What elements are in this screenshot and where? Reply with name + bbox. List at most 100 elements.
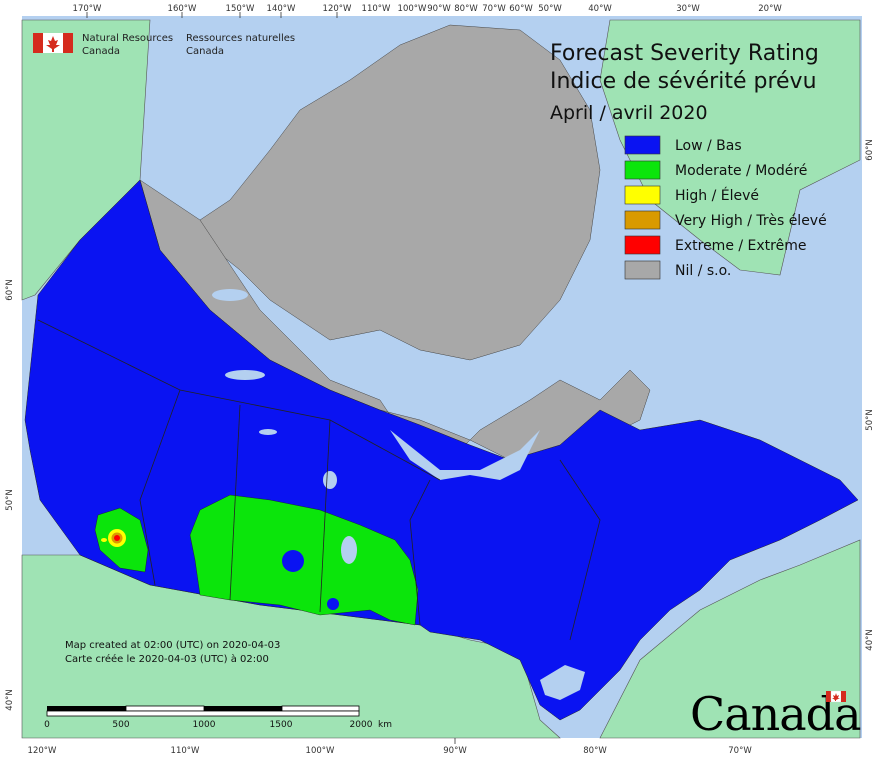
boundary-sk-mb [319, 419, 331, 613]
canada-wordmark: Canada [690, 687, 862, 741]
legend-label: Nil / s.o. [675, 263, 731, 279]
usa-northeast-land [599, 539, 861, 739]
legend-swatch [624, 210, 661, 230]
legend-swatch [624, 160, 661, 180]
mini-flag-left [826, 691, 831, 702]
period-label: April / avril 2020 [550, 102, 708, 124]
great-bear-lake [212, 289, 248, 301]
legend-label: Moderate / Modéré [675, 163, 807, 179]
lon-label-top: 20°W [758, 4, 782, 14]
longitude-labels-bottom: 120°W 110°W 100°W 90°W 80°W 70°W [28, 746, 753, 756]
latitude-labels-left: 60°N 50°N 40°N [5, 279, 15, 710]
lon-label-top: 70°W [482, 4, 506, 14]
legend-swatch [624, 260, 661, 280]
agency-name-en: Natural Resources [82, 33, 173, 44]
low-pocket-1 [282, 550, 304, 572]
legend-label: Low / Bas [675, 138, 742, 154]
lon-label-top: 100°W [398, 4, 427, 14]
lat-label-left: 60°N [5, 279, 15, 300]
lon-label-bottom: 90°W [443, 746, 467, 756]
nrcan-signature: Natural Resources Canada Ressources natu… [33, 33, 295, 57]
extreme-hotspot [114, 535, 120, 541]
high-spot-small [101, 538, 107, 542]
agency-country-en: Canada [82, 46, 120, 57]
lake-athabasca [259, 429, 277, 435]
boundary-bc-ab [139, 389, 181, 586]
lon-label-bottom: 110°W [171, 746, 200, 756]
lon-label-top: 90°W [427, 4, 451, 14]
title-en: Forecast Severity Rating [550, 41, 819, 66]
lon-label-top: 50°W [538, 4, 562, 14]
lon-label-bottom: 80°W [583, 746, 607, 756]
scale-seg [47, 706, 126, 711]
lon-label-top: 160°W [168, 4, 197, 14]
lon-label-bottom: 70°W [728, 746, 752, 756]
scale-label: 0 [44, 720, 50, 730]
lat-label-right: 60°N [865, 139, 875, 160]
scale-seg [204, 706, 282, 711]
boundary-on-qc [559, 459, 601, 641]
created-note-fr: Carte créée le 2020-04-03 (UTC) à 02:00 [65, 653, 269, 665]
lon-label-bottom: 100°W [306, 746, 335, 756]
scale-base [46, 710, 360, 717]
lon-label-top: 150°W [226, 4, 255, 14]
legend-swatch [624, 185, 661, 205]
lon-label-top: 30°W [676, 4, 700, 14]
nil-arctic-islands [199, 24, 601, 361]
latitude-labels-right: 60°N 50°N 40°N [865, 139, 875, 650]
legend: Low / Bas Moderate / Modéré High / Élevé Ve… [624, 135, 827, 280]
flag-left-band [33, 33, 43, 53]
legend-swatch [624, 135, 661, 155]
great-lakes [540, 665, 585, 700]
mini-maple-leaf-icon [832, 693, 840, 701]
canada-flag-icon [33, 33, 73, 53]
lon-label-top: 60°W [509, 4, 533, 14]
agency-country-fr: Canada [186, 46, 224, 57]
great-slave-lake [225, 370, 265, 380]
scale-label: 1000 [193, 720, 216, 730]
legend-swatch [624, 235, 661, 255]
lon-label-top: 140°W [267, 4, 296, 14]
mini-flag-right [841, 691, 846, 702]
moderate-prairies [189, 494, 419, 626]
scale-seg [125, 705, 205, 712]
boundary-60n [37, 319, 441, 481]
legend-label: Very High / Très élevé [675, 213, 827, 229]
flag-right-band [63, 33, 73, 53]
lon-label-bottom: 120°W [28, 746, 57, 756]
lat-label-left: 40°N [5, 689, 15, 710]
lake-winnipeg [341, 536, 357, 564]
lon-label-top: 80°W [454, 4, 478, 14]
title-fr: Indice de sévérité prévu [550, 69, 817, 94]
maple-leaf-icon [46, 36, 60, 52]
boundary-ab-sk [229, 404, 241, 601]
scale-label: 500 [112, 720, 129, 730]
lat-label-left: 50°N [5, 489, 15, 510]
agency-name-fr: Ressources naturelles [186, 33, 295, 44]
hudson-bay [390, 430, 540, 480]
provincial-boundaries [37, 319, 601, 641]
scale-unit: km [378, 720, 392, 730]
low-pocket-2 [327, 598, 339, 610]
reindeer-lake [323, 471, 337, 489]
longitude-labels-top: 170°W 160°W 150°W 140°W 120°W 110°W 100°… [73, 4, 783, 14]
graticule-ticks [86, 12, 456, 744]
lat-label-right: 40°N [865, 629, 875, 650]
legend-label: Extreme / Extrême [675, 238, 806, 254]
lon-label-top: 110°W [362, 4, 391, 14]
scale-label: 1500 [270, 720, 293, 730]
created-note-en: Map created at 02:00 (UTC) on 2020-04-03 [65, 640, 280, 651]
scale-seg [281, 705, 360, 712]
lon-label-top: 40°W [588, 4, 612, 14]
scale-bar: 0 500 1000 1500 2000 km [44, 705, 392, 730]
lat-label-right: 50°N [865, 409, 875, 430]
legend-label: High / Élevé [675, 187, 759, 204]
lon-label-top: 120°W [323, 4, 352, 14]
boundary-mb-on [409, 479, 431, 626]
wordmark-flag-icon [826, 690, 846, 703]
greenland-land [599, 19, 861, 276]
lon-label-top: 170°W [73, 4, 102, 14]
scale-label: 2000 [350, 720, 373, 730]
